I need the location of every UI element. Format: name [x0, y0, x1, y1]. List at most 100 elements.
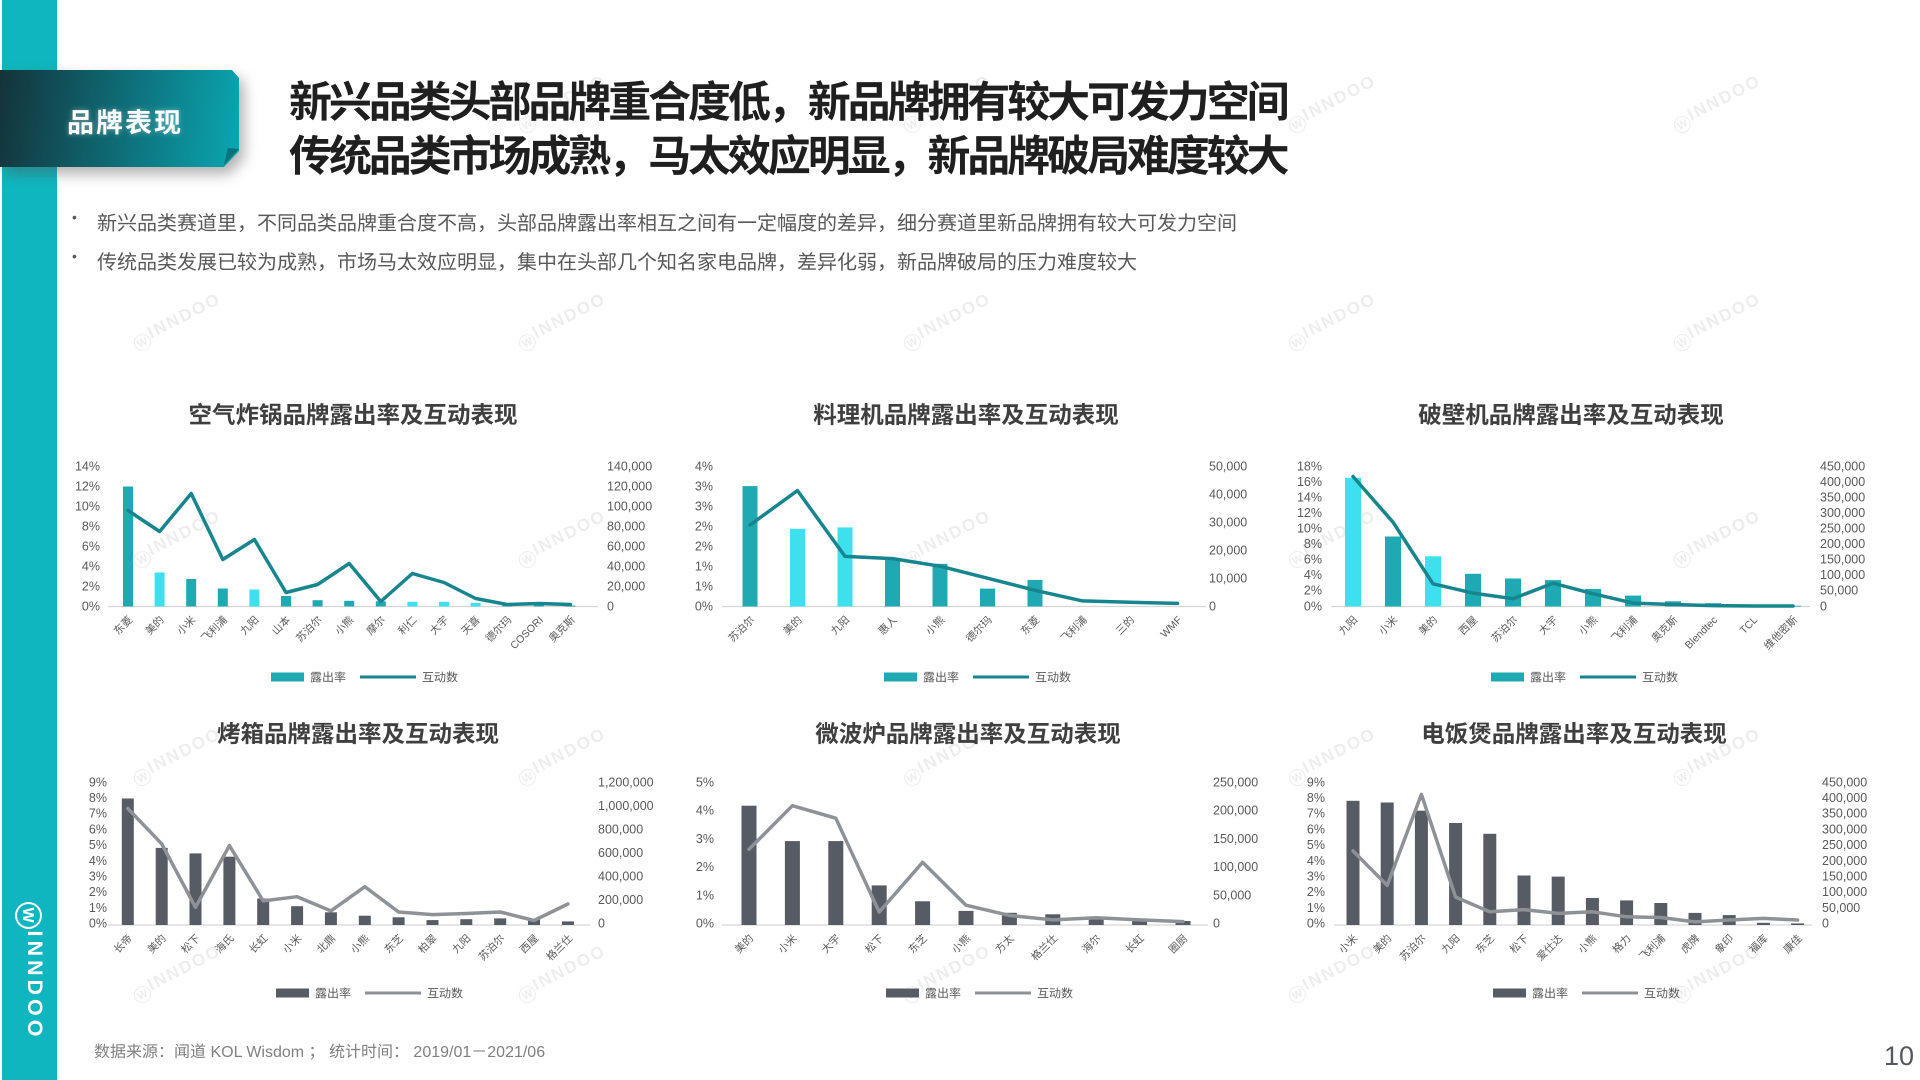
- svg-text:料理机品牌露出率及互动表现: 料理机品牌露出率及互动表现: [813, 402, 1119, 428]
- svg-text:苏泊尔: 苏泊尔: [1398, 933, 1429, 964]
- svg-text:小熊: 小熊: [924, 614, 947, 637]
- svg-text:50,000: 50,000: [1213, 888, 1251, 902]
- svg-text:120,000: 120,000: [607, 479, 652, 493]
- svg-text:3%: 3%: [89, 870, 107, 884]
- svg-text:小米: 小米: [281, 932, 305, 956]
- svg-text:海氏: 海氏: [213, 932, 237, 956]
- svg-text:苏泊尔: 苏泊尔: [294, 614, 325, 645]
- svg-text:2%: 2%: [695, 539, 713, 553]
- svg-text:2%: 2%: [1304, 584, 1322, 598]
- svg-text:Blendtec: Blendtec: [1683, 614, 1720, 651]
- svg-text:140,000: 140,000: [607, 459, 652, 473]
- svg-text:80,000: 80,000: [607, 519, 645, 533]
- svg-text:海尔: 海尔: [1080, 933, 1103, 956]
- svg-text:0: 0: [607, 599, 614, 613]
- svg-text:利仁: 利仁: [396, 614, 419, 637]
- svg-text:250,000: 250,000: [1820, 522, 1865, 536]
- svg-text:20,000: 20,000: [607, 579, 645, 593]
- svg-text:9%: 9%: [1307, 775, 1325, 789]
- svg-text:0: 0: [1822, 917, 1829, 931]
- svg-text:1%: 1%: [695, 559, 713, 573]
- svg-text:九阳: 九阳: [238, 614, 261, 637]
- svg-text:福库: 福库: [1747, 932, 1771, 956]
- svg-text:小熊: 小熊: [1577, 614, 1600, 637]
- svg-text:200,000: 200,000: [1213, 804, 1258, 818]
- svg-text:3%: 3%: [695, 479, 713, 493]
- svg-text:美的: 美的: [1417, 614, 1440, 637]
- svg-text:400,000: 400,000: [598, 870, 643, 884]
- svg-text:4%: 4%: [1304, 568, 1322, 582]
- svg-text:小米: 小米: [1377, 614, 1401, 638]
- svg-text:露出率: 露出率: [923, 671, 959, 685]
- svg-text:300,000: 300,000: [1822, 822, 1867, 836]
- svg-text:东芝: 东芝: [382, 932, 406, 956]
- svg-text:九阳: 九阳: [450, 933, 473, 956]
- svg-text:1,200,000: 1,200,000: [598, 775, 654, 789]
- svg-text:12%: 12%: [75, 479, 100, 493]
- svg-text:小熊: 小熊: [333, 614, 356, 637]
- svg-text:14%: 14%: [75, 459, 100, 473]
- svg-text:10,000: 10,000: [1209, 571, 1247, 585]
- svg-text:格力: 格力: [1610, 933, 1633, 956]
- svg-text:露出率: 露出率: [925, 987, 961, 1001]
- svg-text:九阳: 九阳: [1439, 933, 1462, 956]
- svg-text:6%: 6%: [82, 539, 100, 553]
- svg-text:露出率: 露出率: [1532, 987, 1568, 1001]
- svg-text:空气炸锅品牌露出率及互动表现: 空气炸锅品牌露出率及互动表现: [189, 402, 518, 428]
- svg-text:8%: 8%: [89, 791, 107, 805]
- svg-text:苏泊尔: 苏泊尔: [726, 614, 757, 645]
- svg-text:象印: 象印: [1713, 933, 1736, 956]
- svg-text:微波炉品牌露出率及互动表现: 微波炉品牌露出率及互动表现: [815, 721, 1121, 747]
- svg-text:虎牌: 虎牌: [1679, 932, 1703, 956]
- svg-text:1%: 1%: [695, 579, 713, 593]
- svg-text:150,000: 150,000: [1820, 553, 1865, 567]
- svg-text:0: 0: [598, 917, 605, 931]
- svg-text:0%: 0%: [695, 599, 713, 613]
- svg-text:40,000: 40,000: [607, 559, 645, 573]
- svg-text:450,000: 450,000: [1822, 775, 1867, 789]
- svg-text:3%: 3%: [1307, 870, 1325, 884]
- svg-text:0: 0: [1820, 599, 1827, 613]
- svg-text:4%: 4%: [696, 804, 714, 818]
- svg-text:九阳: 九阳: [1337, 614, 1360, 637]
- svg-text:2%: 2%: [82, 579, 100, 593]
- svg-text:100,000: 100,000: [1822, 885, 1867, 899]
- svg-text:250,000: 250,000: [1213, 775, 1258, 789]
- svg-text:美的: 美的: [1371, 933, 1394, 956]
- svg-text:2%: 2%: [695, 519, 713, 533]
- svg-text:2%: 2%: [89, 885, 107, 899]
- svg-text:4%: 4%: [82, 559, 100, 573]
- svg-text:10%: 10%: [1297, 522, 1322, 536]
- svg-text:苏泊尔: 苏泊尔: [477, 933, 508, 964]
- svg-text:6%: 6%: [89, 822, 107, 836]
- svg-text:9%: 9%: [89, 775, 107, 789]
- svg-text:互动数: 互动数: [427, 987, 463, 1001]
- svg-text:松下: 松下: [179, 933, 202, 956]
- svg-text:松下: 松下: [863, 933, 886, 956]
- svg-text:露出率: 露出率: [315, 987, 351, 1001]
- svg-text:德尔玛: 德尔玛: [484, 614, 515, 645]
- svg-text:德尔玛: 德尔玛: [964, 614, 995, 645]
- svg-text:300,000: 300,000: [1820, 506, 1865, 520]
- svg-text:大宇: 大宇: [428, 614, 451, 637]
- svg-text:100,000: 100,000: [607, 499, 652, 513]
- svg-text:7%: 7%: [89, 807, 107, 821]
- svg-text:方太: 方太: [993, 932, 1017, 956]
- svg-text:0%: 0%: [89, 917, 107, 931]
- svg-text:北鼎: 北鼎: [315, 933, 338, 956]
- svg-text:小米: 小米: [776, 932, 800, 956]
- svg-text:美的: 美的: [781, 614, 804, 637]
- svg-text:8%: 8%: [82, 519, 100, 533]
- svg-text:互动数: 互动数: [1037, 987, 1073, 1001]
- svg-text:100,000: 100,000: [1820, 568, 1865, 582]
- svg-text:大宇: 大宇: [820, 933, 843, 956]
- svg-text:圈厨: 圈厨: [1167, 932, 1191, 956]
- svg-text:150,000: 150,000: [1213, 832, 1258, 846]
- svg-text:0%: 0%: [696, 917, 714, 931]
- svg-text:400,000: 400,000: [1822, 791, 1867, 805]
- svg-text:7%: 7%: [1307, 807, 1325, 821]
- svg-text:松下: 松下: [1508, 933, 1531, 956]
- svg-text:九阳: 九阳: [829, 614, 852, 637]
- svg-text:150,000: 150,000: [1822, 870, 1867, 884]
- svg-text:电饭煲品牌露出率及互动表现: 电饭煲品牌露出率及互动表现: [1421, 721, 1727, 747]
